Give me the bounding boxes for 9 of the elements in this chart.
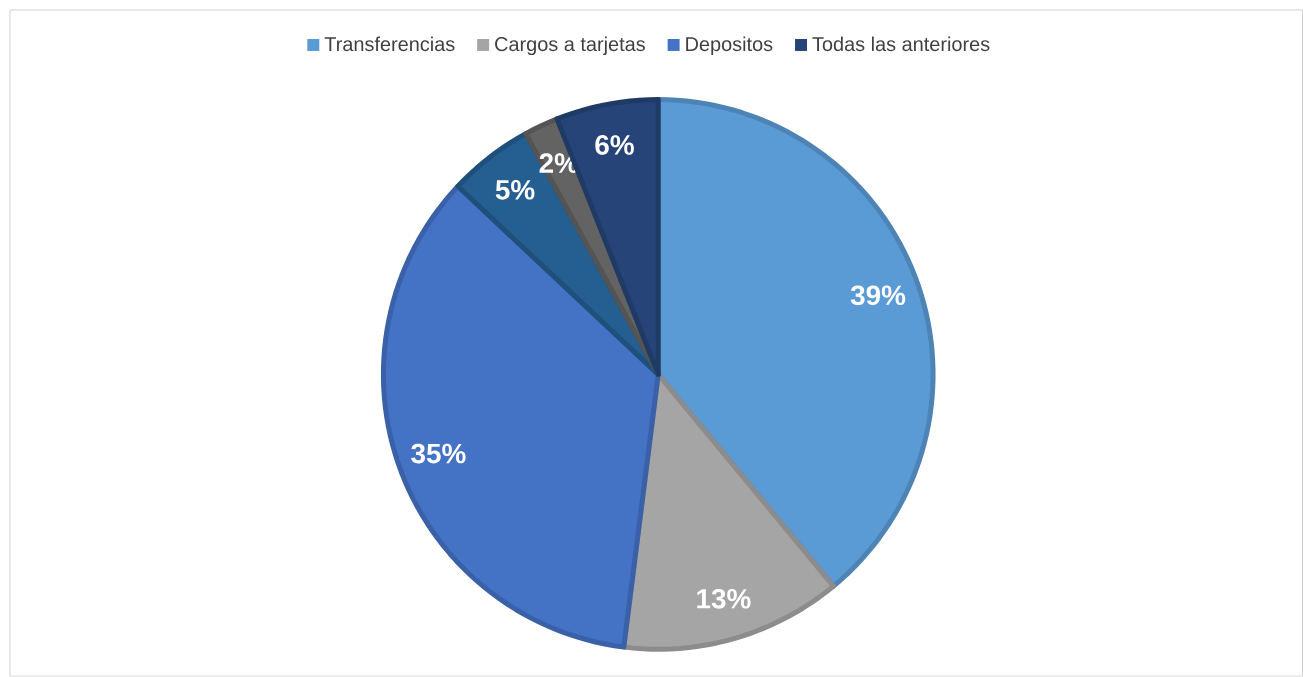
legend-label: Todas las anteriores [812,36,990,52]
legend-label: Depositos [686,36,773,56]
data-label: 5% [495,180,535,200]
legend-label: Transferencias [324,36,455,52]
data-label: 39% [850,285,906,306]
data-label: 6% [595,135,634,155]
legend-label: Cargos a tarjetas [495,36,645,56]
data-label: 13% [697,589,751,609]
data-label: 35% [411,443,466,464]
